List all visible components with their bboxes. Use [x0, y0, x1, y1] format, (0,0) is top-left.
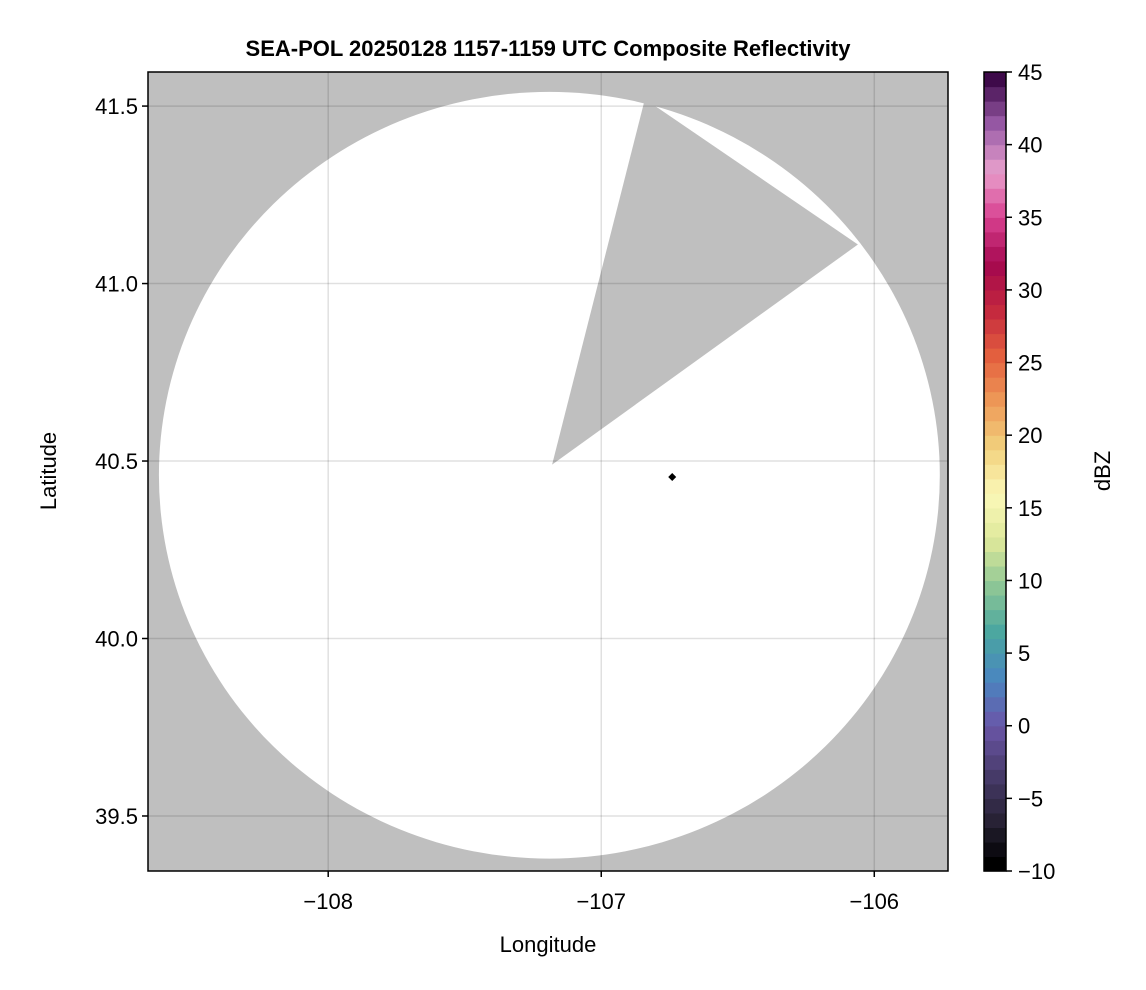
colorbar-segment	[984, 725, 1006, 741]
colorbar-segment	[984, 449, 1006, 465]
colorbar-segment	[984, 289, 1006, 306]
colorbar-tick-label: 25	[1018, 351, 1042, 376]
colorbar-segment	[984, 304, 1006, 320]
colorbar-segment	[984, 638, 1006, 654]
colorbar-tick-label: 35	[1018, 205, 1042, 230]
colorbar-segment	[984, 275, 1006, 291]
colorbar-segment	[984, 420, 1006, 436]
colorbar-segment	[984, 377, 1006, 393]
y-axis: 39.5 40.0 40.5 41.0 41.5	[95, 94, 148, 829]
colorbar-segment	[984, 130, 1006, 146]
colorbar-segment	[984, 696, 1006, 712]
colorbar-segment	[984, 754, 1006, 770]
colorbar-segment	[984, 522, 1006, 538]
colorbar-segment	[984, 740, 1006, 756]
y-tick-label: 40.0	[95, 627, 138, 652]
y-tick-label: 40.5	[95, 449, 138, 474]
colorbar-tick-label: 45	[1018, 60, 1042, 85]
colorbar-segment	[984, 362, 1006, 378]
colorbar-segment	[984, 173, 1006, 189]
colorbar-segment	[984, 856, 1006, 872]
colorbar-segment	[984, 594, 1006, 611]
colorbar-segment	[984, 406, 1006, 422]
colorbar-segment	[984, 464, 1006, 480]
colorbar-tick-label: 15	[1018, 496, 1042, 521]
colorbar-segment	[984, 231, 1006, 247]
colorbar-segment	[984, 653, 1006, 669]
plot-frame	[147, 71, 949, 872]
plot-area	[148, 72, 948, 871]
blocked-sector	[552, 98, 858, 465]
colorbar-segment	[984, 565, 1006, 582]
colorbar-segment	[984, 144, 1006, 160]
colorbar-segment	[984, 318, 1006, 335]
colorbar-segment	[984, 101, 1006, 117]
colorbar-segment	[984, 217, 1006, 233]
colorbar-segment	[984, 246, 1006, 262]
colorbar: −10 −5 0 5 10 15 20 25 30 35 40 45	[983, 60, 1055, 884]
colorbar-segment	[984, 798, 1006, 814]
colorbar-segment	[984, 769, 1006, 785]
colorbar-tick-label: 0	[1018, 714, 1030, 739]
colorbar-segment	[984, 609, 1006, 625]
colorbar-segment	[984, 115, 1006, 131]
x-tick-label: −108	[303, 889, 353, 914]
colorbar-segment	[984, 682, 1006, 698]
colorbar-tick-label: 10	[1018, 568, 1042, 593]
colorbar-segment	[984, 536, 1006, 552]
colorbar-tick-label: 5	[1018, 641, 1030, 666]
colorbar-segment	[984, 827, 1006, 843]
colorbar-segment	[984, 348, 1006, 364]
colorbar-segment	[984, 841, 1006, 858]
colorbar-segment	[984, 72, 1006, 88]
colorbar-segment	[984, 159, 1006, 175]
colorbar-segment	[984, 783, 1006, 799]
x-axis: −108 −107 −106	[303, 871, 899, 914]
colorbar-segment	[984, 507, 1006, 523]
x-tick-label: −106	[849, 889, 899, 914]
colorbar-tick-label: −5	[1018, 786, 1043, 811]
colorbar-segment	[984, 551, 1006, 567]
colorbar-segment	[984, 435, 1006, 451]
colorbar-segment	[984, 493, 1006, 509]
colorbar-segment	[984, 188, 1006, 204]
y-axis-label: Latitude	[36, 432, 61, 510]
colorbar-segment	[984, 391, 1006, 407]
colorbar-segment	[984, 667, 1006, 683]
chart-title: SEA-POL 20250128 1157-1159 UTC Composite…	[246, 36, 852, 61]
x-tick-label: −107	[576, 889, 626, 914]
grid	[148, 72, 948, 871]
colorbar-tick-label: 40	[1018, 133, 1042, 158]
y-tick-label: 41.0	[95, 272, 138, 297]
x-axis-label: Longitude	[500, 932, 597, 957]
colorbar-tick-label: 30	[1018, 278, 1042, 303]
radar-site-marker	[668, 473, 677, 482]
colorbar-segment	[984, 580, 1006, 596]
colorbar-segment	[984, 711, 1006, 727]
colorbar-frame	[983, 71, 1007, 872]
colorbar-segment	[984, 812, 1006, 829]
colorbar-segment	[984, 333, 1006, 349]
radar-coverage-area	[158, 91, 940, 859]
colorbar-segment	[984, 260, 1006, 276]
colorbar-tick-label: 20	[1018, 423, 1042, 448]
colorbar-segment	[984, 86, 1006, 102]
y-tick-label: 41.5	[95, 94, 138, 119]
colorbar-label: dBZ	[1090, 451, 1115, 491]
colorbar-segment	[984, 478, 1006, 494]
colorbar-tick-label: −10	[1018, 859, 1055, 884]
colorbar-segment	[984, 202, 1006, 218]
y-tick-label: 39.5	[95, 804, 138, 829]
colorbar-segment	[984, 624, 1006, 640]
